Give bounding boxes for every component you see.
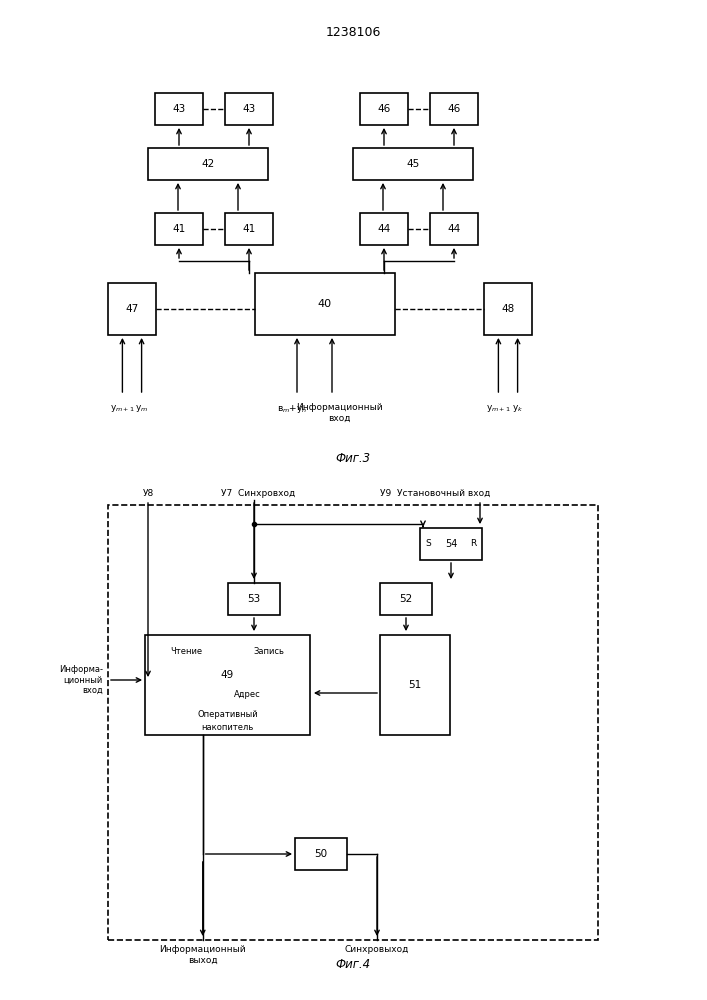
- Bar: [380, 583, 432, 615]
- Text: 40: 40: [318, 299, 332, 309]
- Text: У7  Синхровход: У7 Синхровход: [221, 489, 295, 498]
- Text: 51: 51: [409, 680, 421, 690]
- Bar: [155, 213, 203, 245]
- Text: 45: 45: [407, 159, 420, 169]
- Text: Информационный
выход: Информационный выход: [160, 945, 246, 964]
- Text: у$_{m+1}$: у$_{m+1}$: [110, 403, 135, 414]
- Text: 1238106: 1238106: [325, 25, 380, 38]
- Text: 47: 47: [125, 304, 139, 314]
- Bar: [108, 283, 156, 335]
- Bar: [148, 148, 268, 180]
- Text: 48: 48: [501, 304, 515, 314]
- Text: 46: 46: [378, 104, 391, 114]
- Text: 41: 41: [173, 224, 186, 234]
- Text: 54: 54: [445, 539, 457, 549]
- Text: 53: 53: [247, 594, 261, 604]
- Bar: [360, 213, 408, 245]
- Text: 44: 44: [448, 224, 461, 234]
- Bar: [225, 213, 273, 245]
- Bar: [430, 213, 478, 245]
- Bar: [155, 93, 203, 125]
- Text: Синхровыход: Синхровыход: [345, 945, 409, 954]
- Text: 49: 49: [221, 670, 234, 680]
- Text: 41: 41: [243, 224, 256, 234]
- Bar: [484, 283, 532, 335]
- Text: накопитель: накопитель: [201, 723, 254, 732]
- Bar: [225, 93, 273, 125]
- Bar: [430, 93, 478, 125]
- Text: Адрес: Адрес: [234, 690, 261, 699]
- Bar: [228, 583, 280, 615]
- Text: Фиг.4: Фиг.4: [335, 958, 370, 972]
- Bar: [255, 273, 395, 335]
- Text: 52: 52: [399, 594, 413, 604]
- Text: 44: 44: [378, 224, 391, 234]
- Text: Фиг.3: Фиг.3: [335, 452, 370, 464]
- Text: 42: 42: [201, 159, 215, 169]
- Text: Информа-
ционный
вход: Информа- ционный вход: [59, 665, 103, 695]
- Text: 50: 50: [315, 849, 327, 859]
- Text: У8: У8: [142, 489, 153, 498]
- Bar: [360, 93, 408, 125]
- Text: 43: 43: [173, 104, 186, 114]
- Text: в$_m$+у$_n$: в$_m$+у$_n$: [277, 403, 307, 415]
- Text: Оперативный: Оперативный: [197, 710, 258, 719]
- Bar: [295, 838, 347, 870]
- Text: Информационный
вход: Информационный вход: [296, 403, 382, 422]
- Text: S: S: [425, 540, 431, 548]
- Text: у$_m$: у$_m$: [135, 403, 148, 414]
- Bar: [145, 635, 310, 735]
- Text: Чтение: Чтение: [170, 647, 202, 656]
- Bar: [108, 505, 598, 940]
- Text: R: R: [469, 540, 476, 548]
- Text: Запись: Запись: [253, 647, 284, 656]
- Text: У9  Установочный вход: У9 Установочный вход: [380, 489, 490, 498]
- Text: у$_{m+1}$: у$_{m+1}$: [486, 403, 510, 414]
- Text: 46: 46: [448, 104, 461, 114]
- Bar: [380, 635, 450, 735]
- Bar: [420, 528, 482, 560]
- Text: у$_k$: у$_k$: [512, 403, 523, 414]
- Text: 43: 43: [243, 104, 256, 114]
- Bar: [353, 148, 473, 180]
